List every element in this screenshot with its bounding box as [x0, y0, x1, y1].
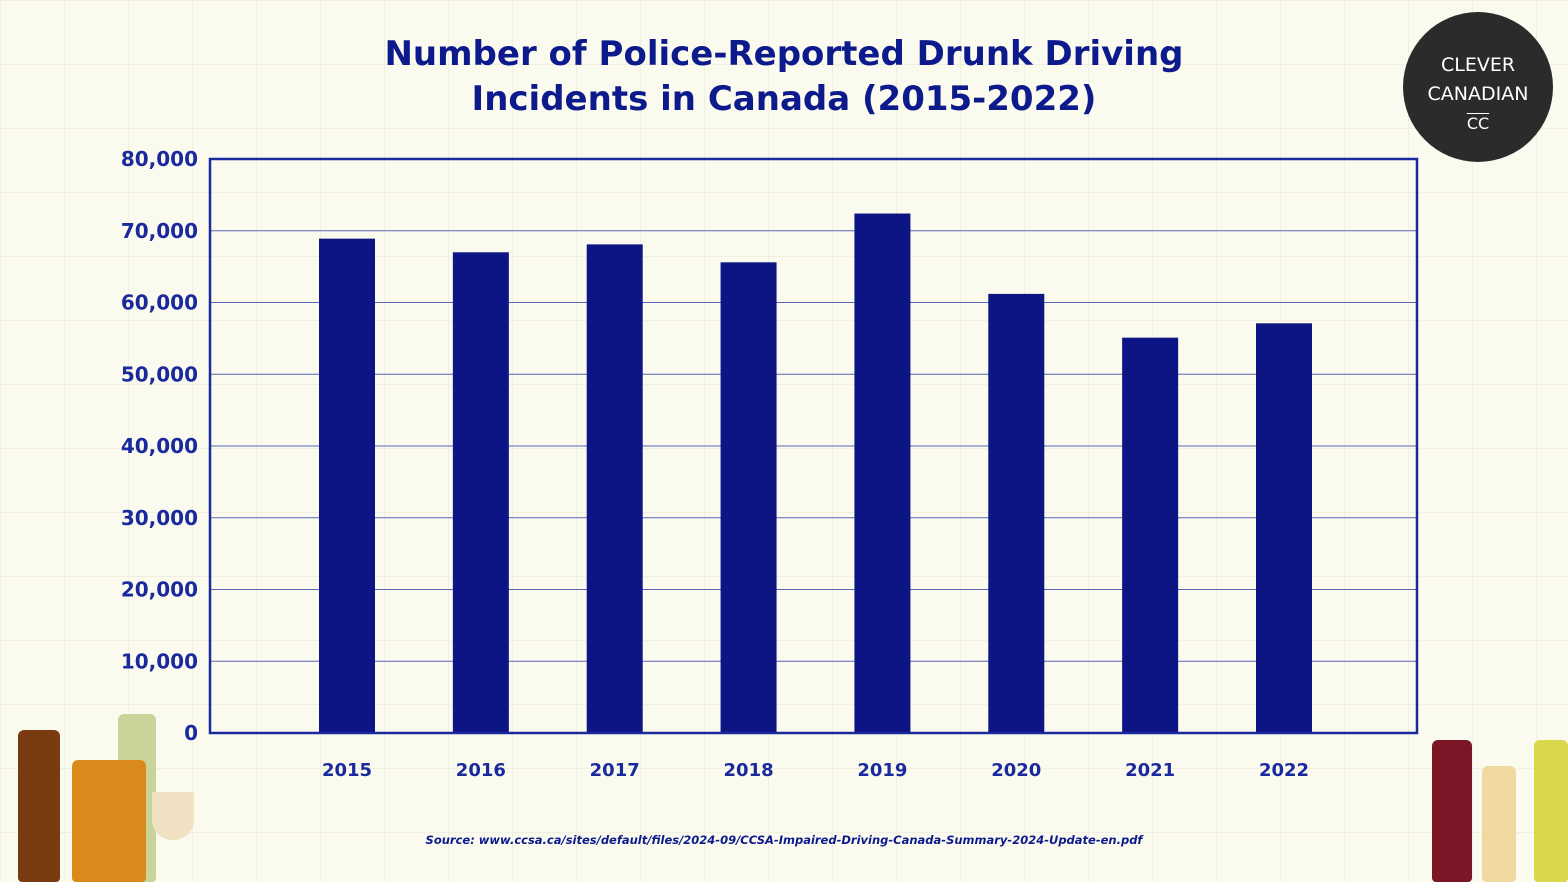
red-wine-bottle-icon [1432, 740, 1472, 882]
bar-2019 [854, 213, 911, 733]
y-tick-label: 60,000 [121, 291, 198, 315]
x-tick-label: 2017 [590, 760, 640, 781]
x-tick-label: 2019 [857, 760, 907, 781]
plot-frame [208, 157, 1419, 735]
bar-2018 [720, 262, 777, 733]
logo-mark: CC [1466, 114, 1490, 133]
y-tick-label: 40,000 [121, 434, 198, 458]
whisky-bottle-icon [72, 760, 146, 882]
logo-line-1: CLEVER [1440, 54, 1516, 76]
y-tick-label: 20,000 [121, 578, 198, 602]
source-note: Source: www.ccsa.ca/sites/default/files/… [425, 833, 1143, 847]
y-tick-label: 80,000 [121, 147, 198, 171]
y-tick-label: 50,000 [121, 362, 198, 386]
bar-2021 [1122, 337, 1179, 733]
x-tick-label: 2016 [456, 760, 506, 781]
green-bottle-icon [1534, 740, 1568, 882]
x-tick-label: 2022 [1259, 760, 1309, 781]
white-wine-bottle-icon [1482, 766, 1516, 882]
bar-2015 [319, 238, 375, 733]
clever-canadian-logo: CLEVER CANADIAN CC [1406, 15, 1550, 159]
logo-line-2: CANADIAN [1427, 83, 1529, 105]
y-tick-label: 0 [184, 721, 198, 745]
y-tick-label: 10,000 [121, 649, 198, 673]
x-tick-label: 2020 [991, 760, 1041, 781]
title-line-2: Incidents in Canada (2015-2022) [471, 79, 1097, 119]
x-tick-label: 2021 [1125, 760, 1175, 781]
y-tick-label: 70,000 [121, 219, 198, 243]
chart-title: Number of Police-Reported Drunk Driving … [0, 32, 1568, 122]
bar-2022 [1256, 323, 1312, 733]
y-tick-label: 30,000 [121, 506, 198, 530]
wine-glass-icon [152, 792, 194, 840]
title-line-1: Number of Police-Reported Drunk Driving [384, 34, 1184, 74]
bar-2017 [586, 244, 643, 733]
x-tick-label: 2018 [724, 760, 774, 781]
bar-2020 [988, 293, 1045, 733]
x-tick-label: 2015 [322, 760, 372, 781]
bar-2016 [452, 252, 509, 733]
beer-bottle-icon [18, 730, 60, 882]
